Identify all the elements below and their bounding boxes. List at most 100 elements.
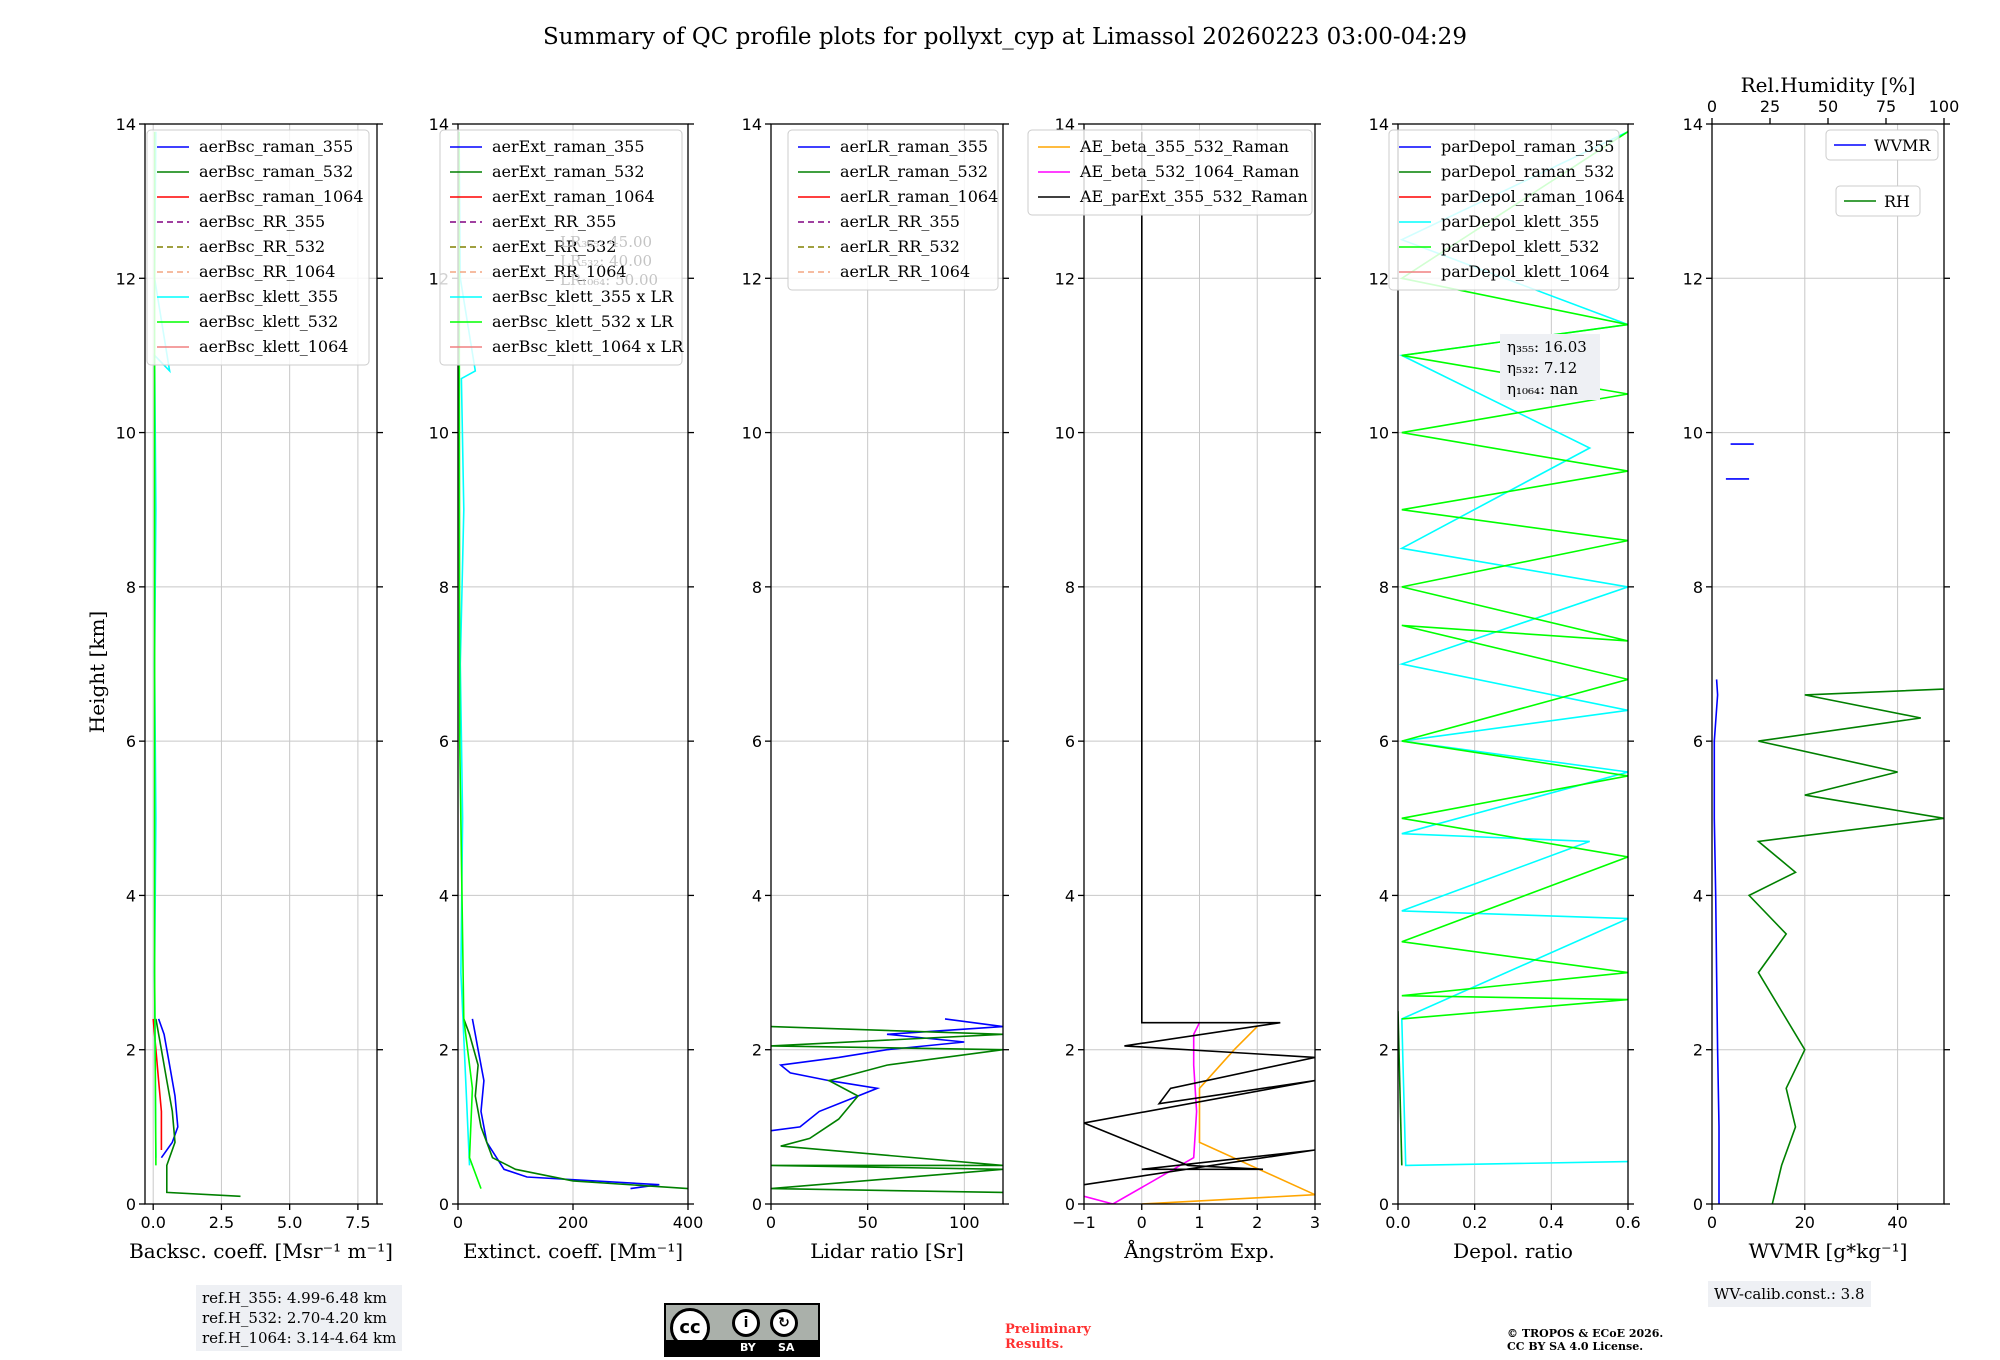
preliminary-line-1: Preliminary [1005,1322,1091,1337]
series-aerBsc_klett_532 [153,131,157,1166]
series-aerBsc_klett_532 x LR [458,131,482,1189]
legend-label-1: aerBsc_raman_532 [199,162,353,181]
legend-label-1: parDepol_raman_532 [1441,162,1614,181]
y-tick-label-4: 8 [439,578,449,597]
legend-label-7: aerBsc_klett_532 x LR [492,312,674,331]
y-tick-label-7: 14 [429,115,449,134]
y-tick-label-4: 8 [1693,578,1703,597]
y-tick-label-3: 6 [439,732,449,751]
ref-height-1064: ref.H_1064: 3.14-4.64 km [202,1329,397,1347]
legend-label-1: RH [1884,192,1910,211]
axes-frame [144,123,378,1205]
y-tick-label-0: 0 [1693,1195,1703,1214]
legend-label-6: aerBsc_klett_355 x LR [492,287,674,306]
legend-label-0: aerBsc_raman_355 [199,137,353,156]
y-tick-label-3: 6 [1693,732,1703,751]
y-tick-label-7: 14 [116,115,136,134]
legend-label-3: aerExt_RR_355 [492,212,616,231]
legend-label-2: AE_parExt_355_532_Raman [1079,187,1308,206]
ref-height-532: ref.H_532: 2.70-4.20 km [202,1309,387,1327]
legend-label-2: aerBsc_raman_1064 [199,187,364,206]
reference-heights-box: ref.H_355: 4.99-6.48 km ref.H_532: 2.70-… [196,1285,403,1351]
y-tick-label-0: 0 [1379,1195,1389,1214]
legend-label-0: aerLR_raman_355 [840,137,988,156]
legend-label-0: WVMR [1874,136,1931,155]
series-aerLR_raman_532 [771,1025,1003,1194]
y-tick-label-2: 4 [126,886,136,905]
legend-label-1: aerLR_raman_532 [840,162,988,181]
y-tick-label-4: 8 [1065,578,1075,597]
x-tick-label-2: 40 [1887,1213,1907,1232]
legend-label-0: AE_beta_355_532_Raman [1079,137,1289,156]
y-tick-label-6: 12 [116,269,136,288]
y-tick-label-3: 6 [126,732,136,751]
x-tick-label-3: 2 [1252,1213,1262,1232]
legend-label-4: aerExt_RR_532 [492,237,616,256]
top-x-tick-label-2: 50 [1818,97,1838,116]
axes-frame [1397,123,1629,1205]
x-tick-label-1: 20 [1795,1213,1815,1232]
y-tick-label-2: 4 [752,886,762,905]
series-aerExt_raman_532 [463,1018,688,1190]
legend-label-8: aerBsc_klett_1064 [199,337,348,356]
series-aerExt_raman_355 [471,1018,660,1190]
top-x-tick-label-1: 25 [1760,97,1780,116]
legend-label-5: aerBsc_RR_1064 [199,262,335,281]
series-aerBsc_raman_532 [155,1018,241,1198]
y-tick-label-1: 2 [752,1041,762,1060]
y-tick-label-2: 4 [439,886,449,905]
legend-label-3: parDepol_klett_355 [1441,212,1599,231]
series-group [152,131,241,1198]
series-aerBsc_raman_355 [157,1018,179,1159]
series-group [1084,131,1315,1204]
y-tick-label-5: 10 [1683,424,1703,443]
x-tick-label-2: 100 [949,1213,980,1232]
x-axis-label: Extinct. coeff. [Mm⁻¹] [463,1239,683,1263]
y-tick-label-0: 0 [752,1195,762,1214]
x-tick-label-0: 0 [453,1213,463,1232]
y-tick-label-1: 2 [1065,1041,1075,1060]
y-tick-label-4: 8 [1379,578,1389,597]
lr-annotation-1: LR₅₃₂: 40.00 [560,252,652,270]
ref-height-355: ref.H_355: 4.99-6.48 km [202,1289,387,1307]
y-tick-label-1: 2 [439,1041,449,1060]
y-tick-label-0: 0 [439,1195,449,1214]
x-axis-label: Lidar ratio [Sr] [810,1239,964,1263]
preliminary-line-2: Results. [1005,1337,1064,1352]
legend-label-2: aerExt_raman_1064 [492,187,655,206]
x-tick-label-1: 50 [857,1213,877,1232]
y-tick-label-5: 10 [1055,424,1075,443]
license-badge-bar: BY SA [666,1340,818,1355]
legend-box [146,129,370,366]
license-sa-label: SA [778,1341,795,1354]
top-x-axis-label: Rel.Humidity [%] [1741,73,1916,97]
series-group [1713,443,1944,1204]
series-WVMR [1713,679,1720,1204]
legend-label-7: aerBsc_klett_532 [199,312,338,331]
x-axis-label: Depol. ratio [1453,1239,1573,1263]
legend-label-1: aerExt_raman_532 [492,162,645,181]
axes-frame [770,123,1004,1205]
eta-annotation-1: η₅₃₂: 7.12 [1507,359,1577,377]
legend-label-8: aerBsc_klett_1064 x LR [492,337,684,356]
legend-box [439,129,683,366]
legend-label-5: parDepol_klett_1064 [1441,262,1610,281]
legend-label-5: aerLR_RR_1064 [840,262,970,281]
x-tick-label-0: −1 [1072,1213,1096,1232]
series-RH [1747,688,1944,1204]
wv-calib-box: WV-calib.const.: 3.8 [1708,1281,1871,1307]
panel-water_vapor: 0 20 40 0 2 4 6 8 10 12 14 WVMR [g*kg⁻¹] 0 25 50 75 100 R… [1683,73,1960,1263]
x-tick-label-2: 0.4 [1539,1213,1564,1232]
x-tick-label-1: 2.5 [209,1213,234,1232]
eta-annotation-box [1500,334,1600,400]
y-tick-label-6: 12 [1055,269,1075,288]
y-tick-label-1: 2 [1693,1041,1703,1060]
x-tick-label-1: 0 [1137,1213,1147,1232]
y-tick-label-4: 8 [126,578,136,597]
x-tick-label-0: 0 [1707,1213,1717,1232]
preliminary-results-note: Preliminary Results. [1005,1322,1091,1352]
series-aerLR_raman_355 [771,1018,1003,1132]
